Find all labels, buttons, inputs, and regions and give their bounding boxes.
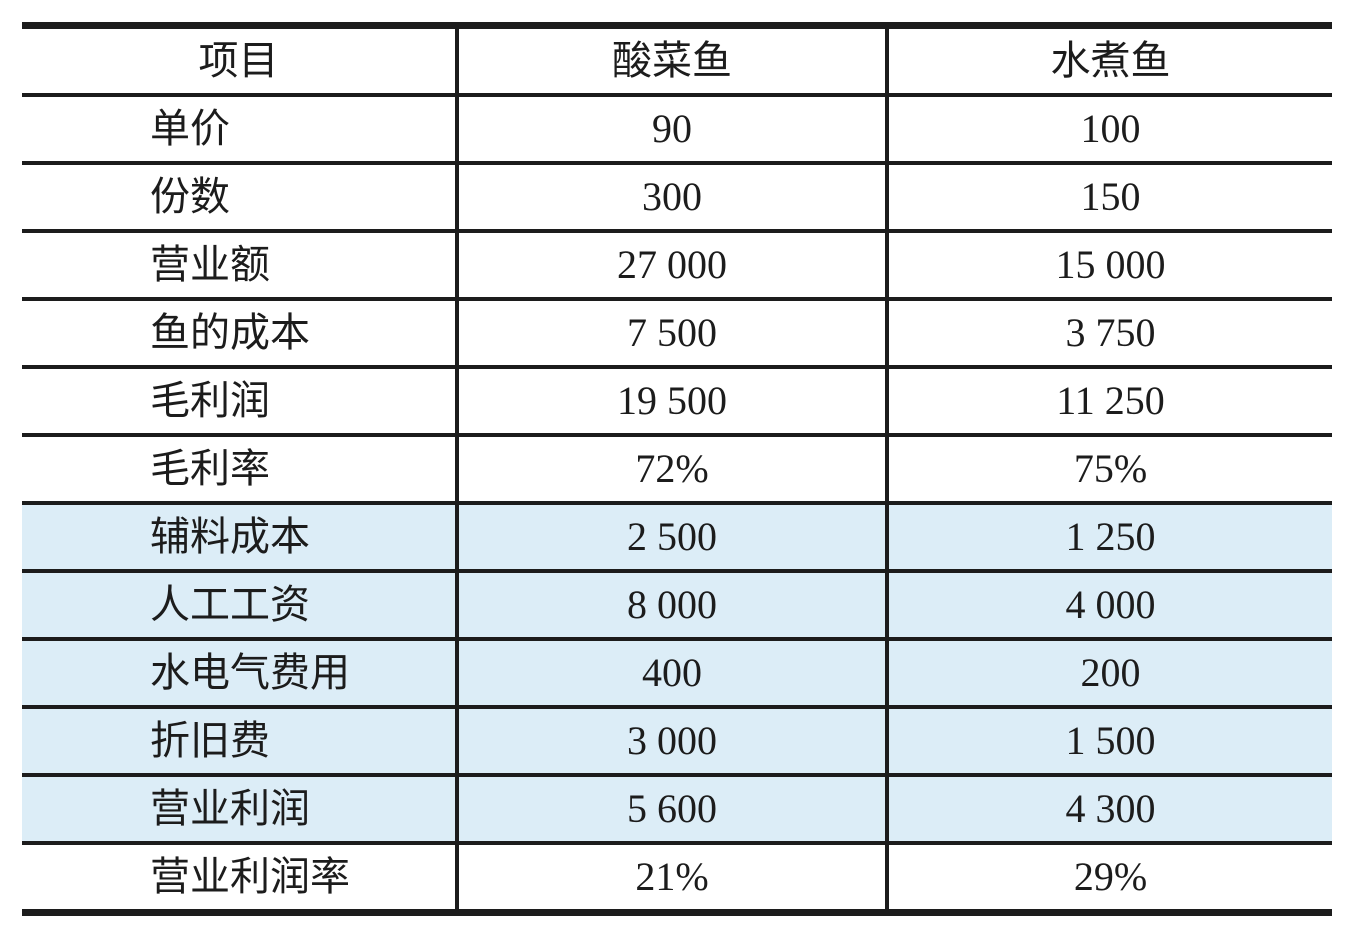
value-cell: 3 750 (887, 299, 1332, 369)
value-cell: 100 (887, 95, 1332, 165)
table-row-labor-wages: 人工工资 8 000 4 000 (22, 571, 1332, 641)
value-cell: 29% (887, 843, 1332, 915)
row-label: 份数 (22, 163, 459, 233)
header-cell-suancaiyu: 酸菜鱼 (457, 25, 889, 97)
header-row: 项目 酸菜鱼 水煮鱼 (22, 25, 1332, 97)
value-cell: 4 000 (887, 571, 1332, 641)
value-cell: 72% (457, 435, 889, 505)
value-cell: 11 250 (887, 367, 1332, 437)
value-cell: 2 500 (457, 503, 889, 573)
table-row-fish-cost: 鱼的成本 7 500 3 750 (22, 299, 1332, 369)
table-row-gross-margin: 毛利率 72% 75% (22, 435, 1332, 505)
row-label: 营业利润 (22, 775, 459, 845)
header-cell-shuizhuyu: 水煮鱼 (887, 25, 1332, 97)
value-cell: 400 (457, 639, 889, 709)
table-row-operating-margin: 营业利润率 21% 29% (22, 843, 1332, 915)
table-row-operating-profit: 营业利润 5 600 4 300 (22, 775, 1332, 845)
header-cell-item: 项目 (22, 25, 459, 97)
table-row-ingredient-cost: 辅料成本 2 500 1 250 (22, 503, 1332, 573)
value-cell: 200 (887, 639, 1332, 709)
table-row-gross-profit: 毛利润 19 500 11 250 (22, 367, 1332, 437)
value-cell: 3 000 (457, 707, 889, 777)
row-label: 毛利润 (22, 367, 459, 437)
value-cell: 27 000 (457, 231, 889, 301)
value-cell: 300 (457, 163, 889, 233)
row-label: 营业额 (22, 231, 459, 301)
table-row-revenue: 营业额 27 000 15 000 (22, 231, 1332, 301)
row-label: 鱼的成本 (22, 299, 459, 369)
row-label: 水电气费用 (22, 639, 459, 709)
value-cell: 150 (887, 163, 1332, 233)
profit-comparison-table: 项目 酸菜鱼 水煮鱼 单价 90 100 份数 300 150 营业额 27 0… (22, 22, 1332, 916)
value-cell: 75% (887, 435, 1332, 505)
value-cell: 19 500 (457, 367, 889, 437)
value-cell: 4 300 (887, 775, 1332, 845)
value-cell: 21% (457, 843, 889, 915)
value-cell: 7 500 (457, 299, 889, 369)
table-row-utilities: 水电气费用 400 200 (22, 639, 1332, 709)
value-cell: 15 000 (887, 231, 1332, 301)
value-cell: 1 500 (887, 707, 1332, 777)
row-label: 毛利率 (22, 435, 459, 505)
value-cell: 8 000 (457, 571, 889, 641)
row-label: 单价 (22, 95, 459, 165)
value-cell: 5 600 (457, 775, 889, 845)
row-label: 辅料成本 (22, 503, 459, 573)
table-row-depreciation: 折旧费 3 000 1 500 (22, 707, 1332, 777)
row-label: 折旧费 (22, 707, 459, 777)
value-cell: 1 250 (887, 503, 1332, 573)
value-cell: 90 (457, 95, 889, 165)
table-row-portions: 份数 300 150 (22, 163, 1332, 233)
row-label: 人工工资 (22, 571, 459, 641)
table-row-unit-price: 单价 90 100 (22, 95, 1332, 165)
row-label: 营业利润率 (22, 843, 459, 915)
